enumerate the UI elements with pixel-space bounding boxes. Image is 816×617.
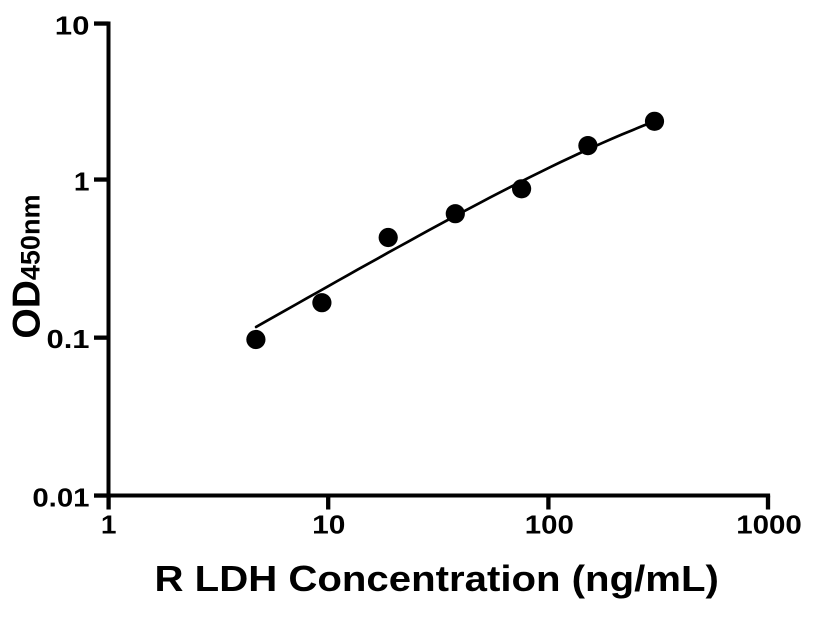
svg-text:100: 100 <box>525 510 574 539</box>
svg-text:0.01: 0.01 <box>32 483 89 512</box>
svg-text:1: 1 <box>74 167 90 196</box>
svg-text:0.1: 0.1 <box>46 325 89 354</box>
svg-text:10: 10 <box>312 511 345 540</box>
svg-text:10: 10 <box>55 12 90 41</box>
svg-text:1: 1 <box>101 511 117 540</box>
svg-text:R LDH Concentration (ng/mL): R LDH Concentration (ng/mL) <box>155 559 719 600</box>
svg-text:OD450nm: OD450nm <box>6 195 49 339</box>
svg-text:1000: 1000 <box>736 510 802 539</box>
